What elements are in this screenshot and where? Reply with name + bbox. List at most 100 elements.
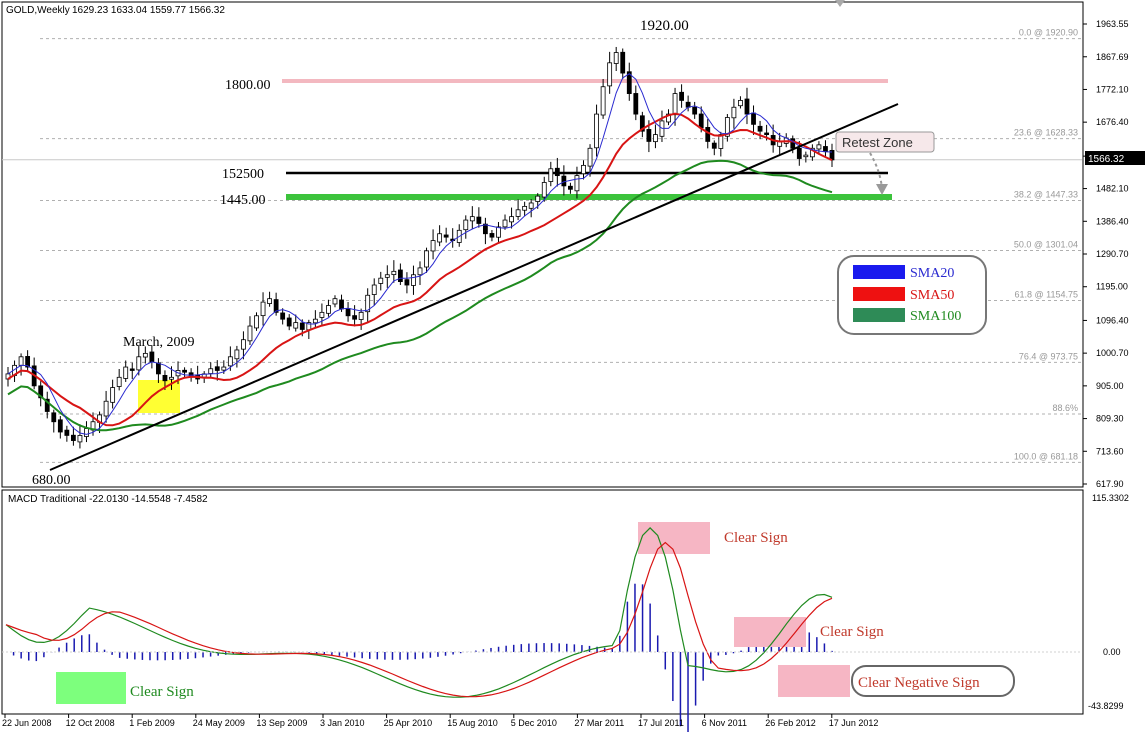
candle-body [633, 93, 639, 115]
fib-level-label: 50.0 @ 1301.04 [1014, 239, 1078, 249]
candle-body [38, 385, 44, 399]
current-price-marker [1085, 151, 1145, 165]
y-tick-label: 713.60 [1096, 446, 1124, 456]
resistance-1800-label: 1800.00 [225, 78, 271, 93]
y-tick-label: 1482.10 [1096, 184, 1129, 194]
legend-label-sma100: SMA100 [910, 309, 961, 324]
candle-body [326, 305, 331, 314]
candle-body [424, 250, 429, 268]
candle-body [568, 185, 573, 190]
current-price-label: 1566.32 [1088, 154, 1125, 165]
candle-body [254, 315, 259, 329]
candle-body [443, 234, 449, 238]
x-tick-label: 1 Feb 2009 [129, 718, 175, 728]
candle-body [378, 277, 384, 284]
candle-body [724, 117, 730, 137]
candle-body [57, 419, 63, 433]
candle-body [803, 154, 809, 158]
top-marker [835, 0, 845, 7]
y-tick-label: 1772.10 [1096, 84, 1129, 94]
y-tick-label: 1867.69 [1096, 52, 1129, 62]
x-tick-label: 12 Oct 2008 [66, 718, 115, 728]
candle-body [482, 223, 488, 235]
fib-level-label: 76.4 @ 973.75 [1019, 351, 1078, 361]
clear-negative-sign-box [778, 665, 850, 697]
candle-body [554, 167, 560, 177]
candle-body [639, 115, 645, 132]
x-tick-label: 17 Jul 2011 [638, 718, 684, 728]
candle-body [77, 435, 83, 443]
x-tick-label: 24 May 2009 [193, 718, 245, 728]
candle-body [182, 369, 187, 373]
candle-body [142, 352, 148, 358]
candle-body [653, 134, 658, 143]
fib-level-label: 61.8 @ 1154.75 [1014, 289, 1078, 299]
candle-body [84, 428, 89, 437]
candle-body [384, 274, 390, 278]
candle-body [489, 233, 495, 238]
candle-body [293, 322, 299, 329]
clear-sign-box-green [56, 672, 126, 704]
price-panel-frame [1, 1, 1084, 488]
candle-body [64, 429, 70, 436]
candle-body [221, 366, 227, 371]
x-tick-label: 5 Dec 2010 [511, 718, 557, 728]
candle-body [430, 240, 436, 252]
candle-body [70, 434, 76, 441]
candle-body [764, 132, 770, 136]
candle-body [509, 216, 514, 223]
fib-level-label: 23.6 @ 1628.33 [1014, 128, 1078, 138]
clear-negative-sign-box-outline [851, 665, 1015, 697]
candle-body [371, 284, 377, 295]
candle-body [476, 216, 482, 224]
ohlc-label: 1629.23 1633.04 1559.77 1566.32 [72, 5, 225, 16]
candle-body [646, 129, 652, 142]
candle-body [469, 216, 475, 222]
y-tick-label: 1000.70 [1096, 348, 1129, 358]
candle-body [626, 71, 632, 94]
macd-signal-line [5, 541, 833, 698]
candle-body [358, 311, 364, 320]
y-tick-label: 1096.40 [1096, 315, 1129, 325]
candle-body [613, 52, 619, 64]
candle-body [156, 362, 161, 375]
candle-body [496, 226, 501, 238]
clear-sign-label-2: Clear Sign [820, 624, 884, 640]
candle-body [718, 134, 724, 149]
candle-body [463, 219, 469, 231]
legend-label-sma20: SMA20 [910, 266, 954, 281]
candle-body [738, 100, 743, 107]
x-tick-label: 13 Sep 2009 [256, 718, 307, 728]
candle-body [692, 106, 698, 115]
y-tick-label: 617.90 [1096, 479, 1124, 489]
sma100-line [7, 159, 833, 432]
candle-body [541, 182, 547, 198]
y-tick-label: 1386.40 [1096, 216, 1129, 226]
candle-body [823, 146, 828, 153]
candle-body [103, 400, 109, 417]
retest-zone-box [835, 131, 935, 153]
retest-zone-label: Retest Zone [842, 135, 913, 150]
macd-line [5, 527, 833, 698]
y-tick-label: 1290.70 [1096, 249, 1129, 259]
candle-body [241, 339, 246, 350]
candle-body [607, 62, 613, 87]
uptrend-line [49, 103, 899, 471]
candle-body [51, 412, 57, 423]
retest-arrow [869, 152, 883, 189]
candle-body [44, 398, 50, 412]
legend-label-sma50: SMA50 [910, 288, 954, 303]
candle-body [116, 376, 122, 387]
candle-body [816, 144, 822, 150]
candle-body [574, 175, 580, 192]
candle-body [672, 93, 678, 116]
candle-body [757, 125, 763, 132]
y-tick-label: 1676.40 [1096, 117, 1129, 127]
clear-sign-label-1: Clear Sign [724, 530, 788, 546]
candle-body [319, 311, 325, 318]
x-tick-label: 15 Aug 2010 [447, 718, 498, 728]
fib-level-label: 100.0 @ 681.18 [1014, 451, 1078, 461]
candle-body [352, 315, 358, 320]
candle-body [227, 356, 233, 367]
